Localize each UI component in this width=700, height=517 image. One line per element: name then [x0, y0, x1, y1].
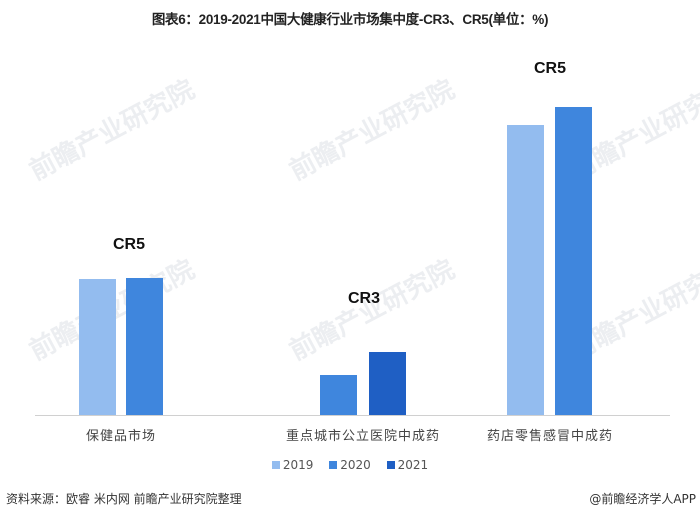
group-label-cr5-pharmacy: CR5: [533, 60, 566, 77]
group-label-cr3-hospital: CR3: [347, 290, 380, 307]
legend-swatch: [329, 460, 338, 469]
bar-2021: [369, 352, 406, 415]
legend-item-2021: 2021: [386, 458, 428, 472]
x-tick-label: 药店零售感冒中成药: [486, 429, 613, 444]
x-tick-label: 保健品市场: [85, 429, 156, 444]
group-label-cr5-health: CR5: [112, 236, 145, 253]
source-note: 资料来源：欧睿 米内网 前瞻产业研究院整理: [6, 492, 242, 506]
bar-2019: [79, 279, 116, 415]
legend-swatch: [386, 460, 395, 469]
x-tick-label: 重点城市公立医院中成药: [285, 429, 440, 444]
bar-2019: [507, 125, 544, 415]
chart-title: 图表6：2019-2021中国大健康行业市场集中度-CR3、CR5(单位：%): [151, 12, 549, 27]
legend-item-2020: 2020: [329, 458, 371, 472]
legend-swatch: [271, 460, 280, 469]
credit-note: @前瞻经济学人APP: [589, 492, 696, 506]
watermark: 前瞻产业研究院: [24, 74, 200, 187]
watermark: 前瞻产业研究院: [284, 254, 460, 367]
bar-2020: [555, 107, 592, 415]
legend: 2019 2020 2021: [0, 458, 700, 472]
x-axis-line: [35, 415, 670, 416]
watermark: 前瞻产业研究院: [284, 74, 460, 187]
legend-item-2019: 2019: [271, 458, 313, 472]
bar-2020: [320, 375, 357, 415]
bar-2020: [126, 278, 163, 415]
